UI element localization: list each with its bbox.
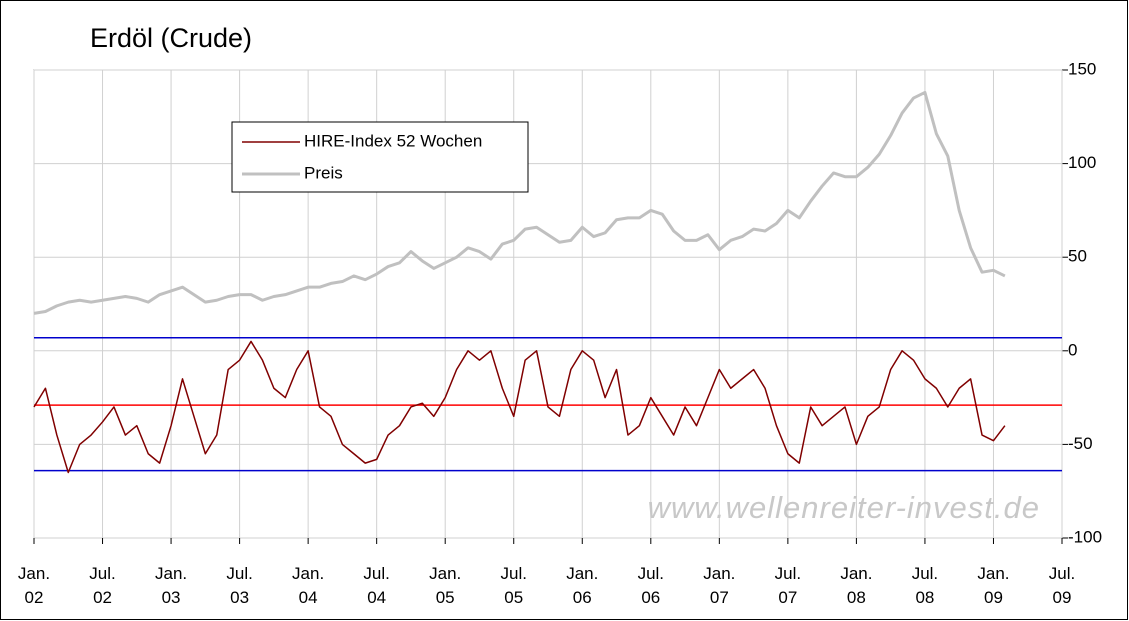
y-tick-label: 50 bbox=[1068, 247, 1087, 266]
chart-title: Erdöl (Crude) bbox=[90, 23, 252, 53]
y-tick-label: -50 bbox=[1068, 434, 1093, 453]
y-tick-label: 0 bbox=[1068, 340, 1077, 359]
legend-label: HIRE-Index 52 Wochen bbox=[304, 131, 482, 150]
y-tick-label: -100 bbox=[1068, 527, 1102, 546]
x-tick-label: Jul. 05 bbox=[500, 564, 527, 607]
plot-area bbox=[33, 69, 1063, 539]
x-tick-label: Jul. 03 bbox=[226, 564, 253, 607]
x-tick-label: Jan. 09 bbox=[977, 564, 1010, 607]
legend-label: Preis bbox=[304, 163, 343, 182]
x-tick-label: Jul. 09 bbox=[1048, 564, 1076, 607]
x-tick-label: Jan. 04 bbox=[292, 564, 325, 607]
y-tick-label: 150 bbox=[1068, 59, 1096, 78]
x-tick-label: Jan. 07 bbox=[703, 564, 736, 607]
legend-box bbox=[231, 121, 529, 193]
series-line bbox=[33, 90, 1006, 315]
y-tick-label: 100 bbox=[1068, 153, 1096, 172]
x-tick-label: Jul. 08 bbox=[911, 564, 939, 607]
x-tick-label: Jan. 08 bbox=[840, 564, 873, 607]
series-line bbox=[33, 340, 1006, 474]
x-tick-label: Jan. 06 bbox=[566, 564, 599, 607]
x-tick-label: Jan. 02 bbox=[17, 564, 51, 607]
x-tick-label: Jul. 07 bbox=[774, 564, 802, 607]
x-tick-label: Jul. 04 bbox=[363, 564, 390, 607]
watermark: www.wellenreiter-invest.de bbox=[648, 490, 1040, 525]
x-tick-label: Jan. 03 bbox=[154, 564, 188, 607]
x-tick-label: Jul. 06 bbox=[637, 564, 665, 607]
x-tick-label: Jul. 02 bbox=[89, 564, 116, 607]
x-tick-label: Jan. 05 bbox=[429, 564, 462, 607]
